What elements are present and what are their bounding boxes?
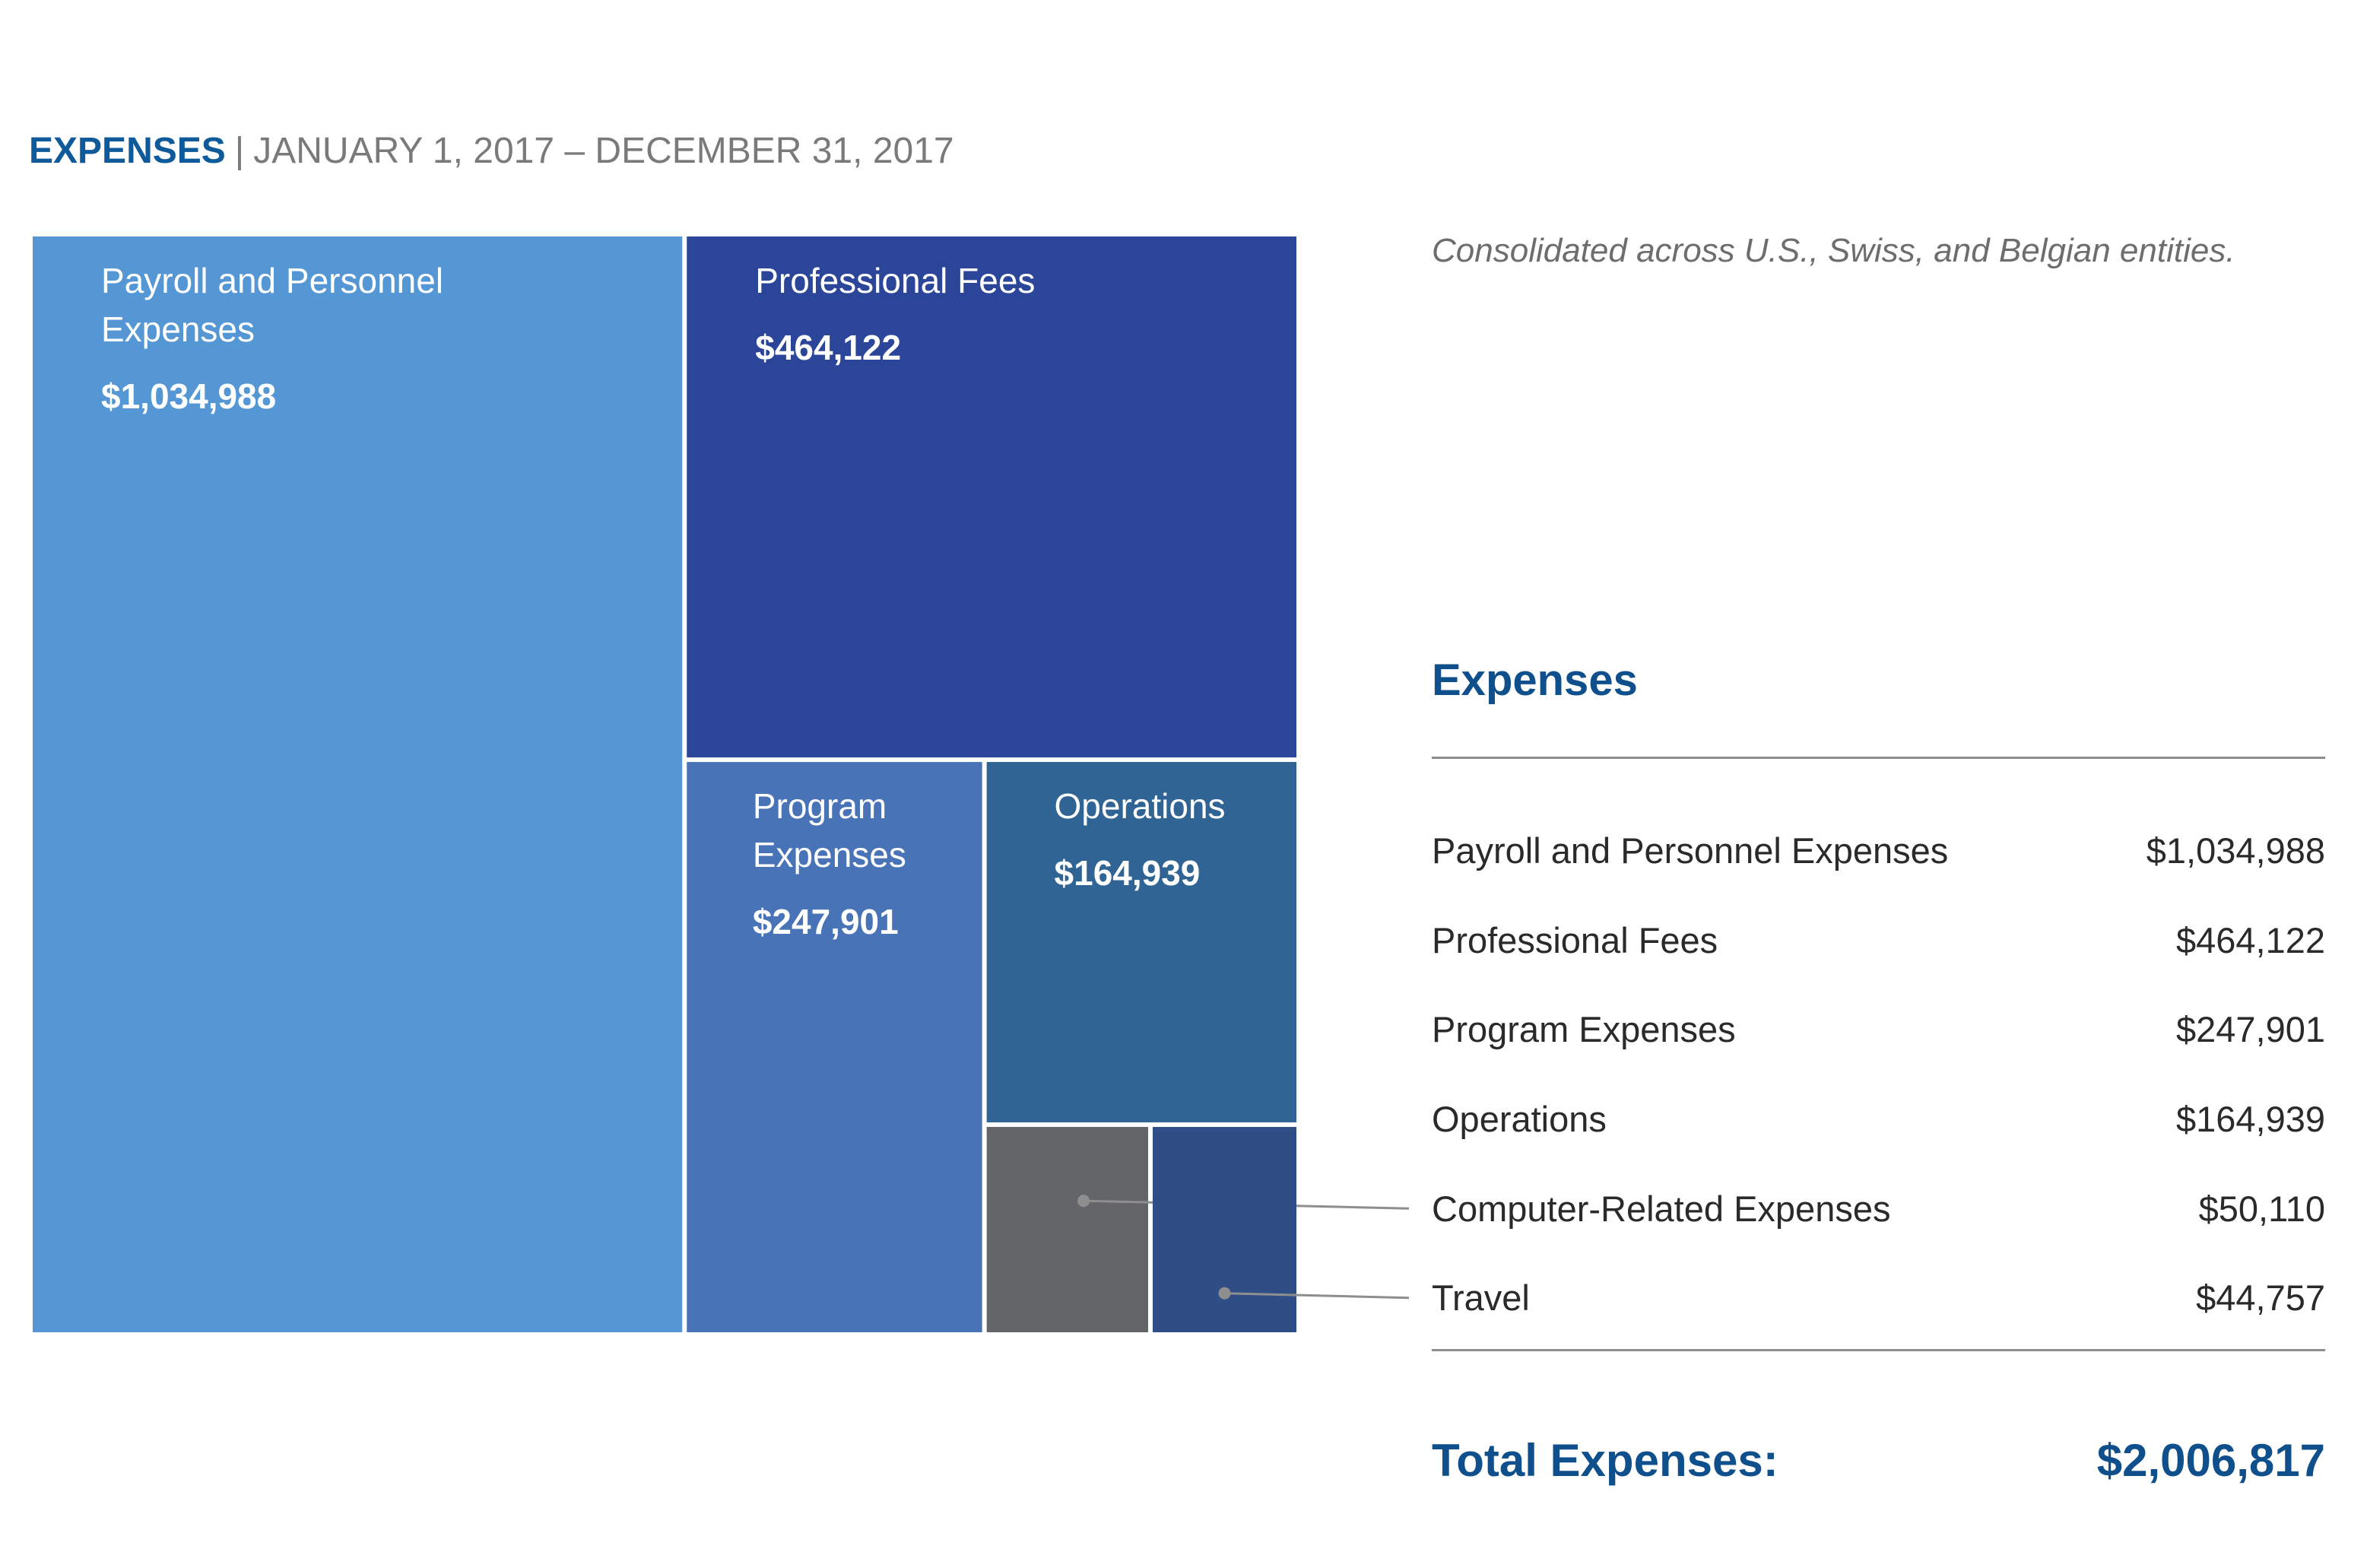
tile-value-program-expenses: $247,901	[753, 902, 899, 941]
summary-total: Total Expenses: $2,006,817	[1432, 1430, 2325, 1490]
summary-row-travel: Travel $44,757	[1432, 1253, 2325, 1343]
summary-divider-top	[1432, 757, 2325, 759]
leader-dot-computer-related-expenses	[1077, 1195, 1090, 1208]
summary-row-operations: Operations $164,939	[1432, 1074, 2325, 1164]
summary-row-payroll: Payroll and Personnel Expenses $1,034,98…	[1432, 806, 2325, 896]
summary-row-label: Operations	[1432, 1099, 1607, 1140]
summary-row-label: Program Expenses	[1432, 1009, 1736, 1050]
summary-list: Payroll and Personnel Expenses $1,034,98…	[1432, 806, 2325, 1343]
summary-row-value: $164,939	[2175, 1099, 2325, 1140]
tile-program-expenses	[687, 762, 982, 1332]
summary-row-value: $464,122	[2175, 919, 2325, 960]
leader-line-travel	[1224, 1292, 1410, 1300]
tile-payroll-and-personnel-expenses	[33, 236, 683, 1332]
tile-value-payroll-and-personnel-expenses: $1,034,988	[101, 376, 276, 416]
chart-header: EXPENSES | JANUARY 1, 2017 – DECEMBER 31, …	[29, 125, 954, 178]
tile-travel	[1152, 1126, 1296, 1332]
total-label: Total Expenses:	[1432, 1434, 1778, 1486]
title-separator: |	[234, 131, 245, 171]
tile-label-operations-0: Operations	[1055, 786, 1226, 826]
tile-operations	[986, 762, 1296, 1122]
summary-title: Expenses	[1432, 655, 1638, 705]
tile-label-payroll-and-personnel-expenses-1: Expenses	[101, 309, 255, 349]
tile-computer-related-expenses	[986, 1126, 1148, 1332]
summary-row-program-expenses: Program Expenses $247,901	[1432, 985, 2325, 1074]
summary-row-value: $44,757	[2196, 1278, 2325, 1319]
tile-label-professional-fees-0: Professional Fees	[755, 261, 1035, 300]
leader-dot-travel	[1218, 1287, 1231, 1300]
tile-value-operations: $164,939	[1055, 853, 1201, 893]
consolidation-note: Consolidated across U.S., Swiss, and Bel…	[1432, 232, 2235, 269]
summary-row-professional-fees: Professional Fees $464,122	[1432, 896, 2325, 986]
date-range: JANUARY 1, 2017 – DECEMBER 31, 2017	[253, 131, 954, 171]
summary-row-value: $1,034,988	[2146, 830, 2325, 871]
summary-row-value: $247,901	[2175, 1009, 2325, 1050]
summary-row-value: $50,110	[2198, 1188, 2325, 1229]
tile-label-program-expenses-1: Expenses	[753, 835, 906, 874]
summary-row-label: Payroll and Personnel Expenses	[1432, 830, 1949, 871]
summary-divider-bottom	[1432, 1349, 2325, 1351]
summary-row-label: Professional Fees	[1432, 919, 1718, 960]
tile-value-professional-fees: $464,122	[755, 328, 901, 367]
summary-row-label: Travel	[1432, 1278, 1530, 1319]
summary-row-label: Computer-Related Expenses	[1432, 1188, 1891, 1229]
chart-title: EXPENSES	[29, 131, 226, 171]
total-value: $2,006,817	[2096, 1434, 2325, 1486]
summary-row-computer-related: Computer-Related Expenses $50,110	[1432, 1163, 2325, 1253]
tile-professional-fees	[687, 236, 1296, 758]
tile-label-payroll-and-personnel-expenses-0: Payroll and Personnel	[101, 261, 443, 300]
tile-label-program-expenses-0: Program	[753, 786, 887, 826]
